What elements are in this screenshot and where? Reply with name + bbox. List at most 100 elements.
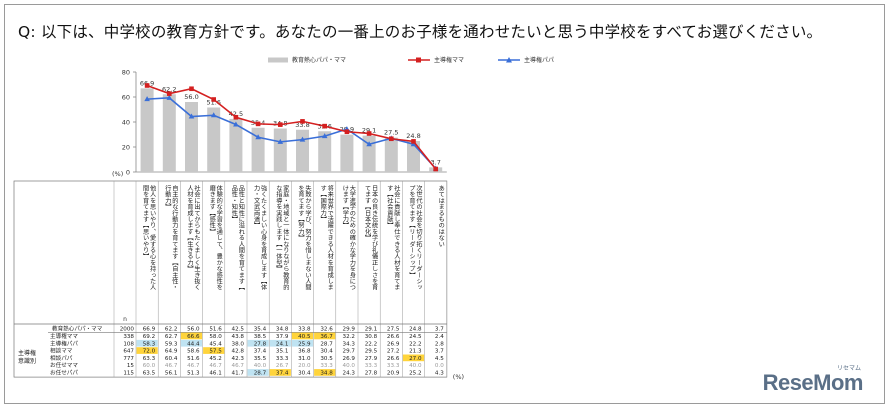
category-label: 体験的な学習を通して、豊かな感性を	[215, 184, 222, 290]
bar	[340, 134, 354, 172]
legend-swatch-bar	[268, 57, 288, 63]
cell-highlight	[203, 347, 225, 354]
bar	[384, 137, 398, 172]
n-header: n	[123, 316, 127, 323]
row-n: 115	[123, 371, 134, 377]
papa-series-line	[147, 97, 437, 170]
bar-value-label: 62.2	[162, 85, 176, 93]
cell-value: 20.0	[298, 363, 311, 369]
logo-kana: リセマム	[836, 365, 861, 372]
cell-value: 40.0	[254, 363, 267, 369]
cell-highlight	[180, 339, 203, 347]
cell-value: 30.4	[320, 349, 333, 355]
bar	[296, 129, 309, 172]
bar	[273, 128, 287, 172]
bar-value-label: 51.6	[206, 99, 220, 107]
cell-value: 37.4	[276, 371, 289, 377]
cell-value: 42.5	[232, 327, 245, 333]
mama-series-point	[322, 123, 327, 129]
mama-series-point	[300, 119, 305, 124]
cell-highlight	[291, 339, 314, 347]
bar-value-label: 27.5	[384, 129, 398, 137]
mama-series-line	[146, 84, 437, 170]
row-label: 主導権ママ	[50, 332, 78, 340]
legend-label-mama: 主導権ママ	[434, 56, 464, 64]
legend-marker-papa	[506, 57, 512, 63]
papa-series-point	[299, 136, 306, 142]
cell-value: 24.3	[343, 371, 356, 377]
cell-value: 38.0	[232, 341, 245, 347]
cell-value: 66.6	[187, 334, 200, 340]
cell-value: 36.8	[298, 349, 311, 355]
category-label: な指導を実践します【一体型】	[275, 185, 282, 272]
category-label: 社会に出てからもたくましく生き抜く	[193, 184, 200, 290]
mama-series-point	[366, 131, 372, 136]
cell-value: 66.9	[143, 327, 156, 333]
cell-value: 38.5	[254, 334, 267, 340]
cell-value: 28.7	[254, 371, 267, 377]
cell-value: 44.4	[187, 341, 200, 347]
papa-series-point	[410, 141, 417, 147]
mama-series-point	[389, 136, 394, 142]
cell-value: 57.5	[209, 349, 222, 355]
mama-series-point	[278, 122, 283, 127]
cell-value: 3.7	[435, 327, 444, 333]
mama-series-point	[167, 91, 172, 96]
cell-value: 33.3	[276, 356, 289, 362]
cell-highlight	[247, 369, 269, 376]
cell-value: 33.3	[365, 363, 378, 369]
cell-value: 72.0	[143, 349, 156, 355]
bar	[229, 118, 243, 172]
cell-value: 27.8	[365, 371, 378, 377]
cell-highlight	[314, 369, 336, 376]
cell-value: 51.3	[187, 371, 200, 377]
y-tick-label: 80	[122, 69, 130, 77]
cell-value: 36.7	[320, 334, 333, 340]
bar	[251, 127, 265, 172]
row-n: 2000	[120, 327, 135, 333]
legend-label-bar: 教育熱心パパ・ママ	[292, 56, 346, 64]
cell-value: 58.6	[187, 349, 200, 355]
cell-highlight	[269, 339, 291, 347]
row-n: 108	[123, 341, 134, 347]
cell-highlight	[247, 339, 269, 347]
cell-value: 40.5	[298, 334, 311, 340]
cell-value: 41.7	[232, 371, 245, 377]
cell-value: 28.7	[320, 341, 333, 347]
category-label: けます【学力】	[341, 185, 348, 228]
category-label: す【国際力】	[319, 185, 326, 222]
cell-value: 2.4	[435, 334, 444, 340]
papa-series-point	[210, 112, 217, 118]
bar-value-label: 33.8	[295, 121, 309, 129]
cell-value: 24.5	[409, 334, 422, 340]
y-tick-label: 0	[126, 169, 130, 177]
cell-value: 60.0	[143, 363, 156, 369]
papa-series-point	[277, 138, 284, 144]
bar-value-label: 29.1	[362, 127, 376, 135]
cell-highlight	[136, 339, 158, 347]
row-label: お任せパパ	[50, 369, 78, 377]
cell-value: 27.2	[387, 349, 399, 355]
cell-value: 29.7	[343, 349, 356, 355]
cell-value: 27.5	[387, 327, 400, 333]
y-axis-unit: (%)	[112, 170, 123, 178]
bar	[207, 107, 221, 172]
cell-value: 26.7	[276, 363, 289, 369]
cell-value: 25.2	[409, 371, 421, 377]
category-label: 力・文武両道】	[253, 184, 260, 228]
papa-series-point	[321, 133, 328, 139]
mama-series-point	[233, 114, 239, 120]
cell-value: 46.7	[165, 363, 178, 369]
row-label: 相談パパ	[50, 354, 73, 362]
cell-value: 35.1	[276, 349, 289, 355]
category-label: 失敗から学び、努力を惜しまない人間	[304, 184, 311, 291]
cell-value: 22.2	[409, 341, 421, 347]
cell-value: 24.8	[409, 327, 422, 333]
cell-value: 42.8	[232, 349, 245, 355]
cell-value: 56.1	[165, 371, 178, 377]
cell-value: 40.0	[343, 363, 356, 369]
cell-value: 59.3	[165, 341, 178, 347]
mama-series-point	[211, 97, 216, 102]
papa-series-point	[144, 96, 150, 102]
